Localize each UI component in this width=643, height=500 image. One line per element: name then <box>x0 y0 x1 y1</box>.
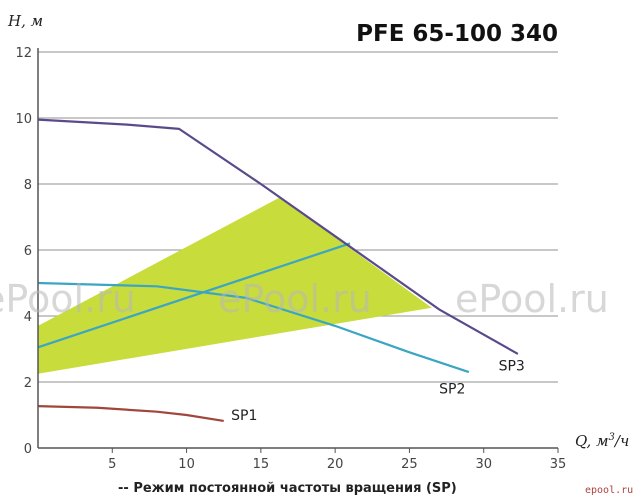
axis-layer: 0 2 4 6 8 10 12 5 10 15 20 25 30 35 SP1 SP2 SP3 <box>15 46 566 472</box>
watermark-text: ePool.ru <box>218 277 372 321</box>
watermark-text: ePool.ru <box>0 277 136 321</box>
watermark-small: epool.ru <box>585 485 633 496</box>
x-tick-label: 15 <box>253 457 270 472</box>
y-tick-label: 10 <box>15 112 32 127</box>
y-tick-label: 2 <box>24 376 32 391</box>
y-tick-label: 6 <box>24 244 32 259</box>
x-axis-label-main: Q, м <box>575 432 609 450</box>
y-tick-label: 12 <box>15 46 32 61</box>
system-curve-line <box>37 242 351 349</box>
y-tick-label: 4 <box>24 310 32 325</box>
watermark-layer: ePool.ru ePool.ru ePool.ru epool.ru <box>0 277 633 496</box>
y-tick-label: 8 <box>24 178 32 193</box>
x-tick-label: 10 <box>178 457 195 472</box>
chart-title: PFE 65-100 340 <box>356 21 558 47</box>
series-line-sp2 <box>37 281 470 374</box>
x-axis-label: Q, м3/ч <box>575 432 629 450</box>
x-axis-label-tail: /ч <box>613 432 629 450</box>
area-layer <box>38 197 432 374</box>
series-line-sp1 <box>37 404 224 423</box>
x-axis-label-sup: 3 <box>609 432 615 443</box>
watermark-text: ePool.ru <box>455 277 609 321</box>
y-tick-label: 0 <box>24 442 32 457</box>
series-line-sp3 <box>37 118 519 355</box>
chart-caption: -- Режим постоянной частоты вращения (SP… <box>118 481 457 496</box>
operating-area <box>38 197 432 374</box>
x-tick-label: 5 <box>108 457 116 472</box>
line-layer <box>37 118 519 423</box>
series-label-sp1: SP1 <box>231 408 257 424</box>
series-label-sp2: SP2 <box>439 382 465 398</box>
x-tick-label: 25 <box>401 457 418 472</box>
y-axis-label: H, м <box>7 12 43 30</box>
series-label-sp3: SP3 <box>499 358 525 374</box>
x-tick-label: 20 <box>327 457 344 472</box>
x-tick-label: 35 <box>550 457 567 472</box>
x-tick-label: 30 <box>475 457 492 472</box>
